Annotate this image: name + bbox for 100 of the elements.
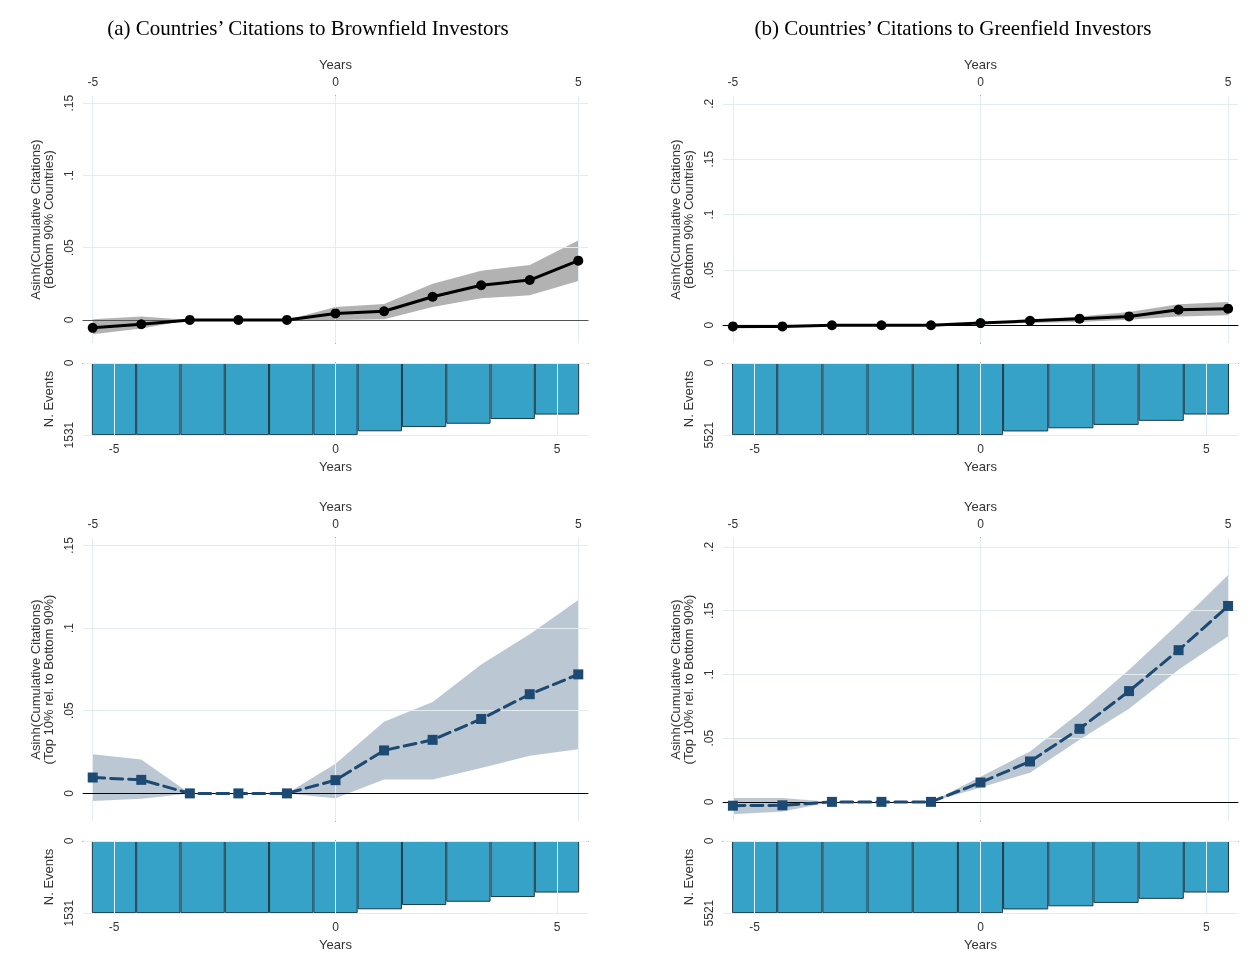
point <box>87 322 98 333</box>
point <box>975 318 986 329</box>
y-axis-title: N. Events <box>681 370 697 428</box>
y-axis-title: N. Events <box>41 848 57 906</box>
point <box>727 321 738 332</box>
point <box>1223 600 1234 611</box>
x-tick-label: -5 <box>749 442 761 457</box>
x-tick-label: 5 <box>1203 442 1211 457</box>
y-tick-label: 0 <box>62 316 76 324</box>
y-tick-label: 0 <box>702 321 716 329</box>
x-tick-label: 5 <box>574 75 582 89</box>
point <box>1173 304 1184 315</box>
x-axis-title: Years <box>319 937 353 952</box>
point <box>136 774 147 785</box>
y-tick-label: .1 <box>702 669 716 680</box>
x-tick-label: 0 <box>332 442 340 457</box>
y-tick-label: 1531 <box>62 421 76 449</box>
point <box>1025 756 1036 767</box>
x-tick-label: -5 <box>87 75 99 89</box>
point <box>330 308 341 319</box>
x-tick-label: 5 <box>1224 517 1232 531</box>
y-tick-label: .05 <box>702 261 716 279</box>
point <box>233 788 244 799</box>
y-axis-title: N. Events <box>681 848 697 906</box>
point <box>476 280 487 291</box>
chart-title: (b) Countries’ Citations to Greenfield Investors <box>754 15 1152 40</box>
y-tick-label: .05 <box>62 702 76 720</box>
point <box>727 800 738 811</box>
x-tick-label: 0 <box>332 517 340 531</box>
x-axis-title: Years <box>319 499 353 515</box>
y-tick-label: 0 <box>62 837 76 845</box>
x-axis-title: Years <box>964 499 998 515</box>
y-axis-title: Asinh(Cumulative Citations) (Bottom 90% Countries) <box>668 139 697 300</box>
point <box>876 796 887 807</box>
y-tick-label: 0 <box>702 359 716 367</box>
point <box>1124 311 1135 322</box>
x-tick-label: 0 <box>977 517 985 531</box>
chart-title: (a) Countries’ Citations to Brownfield Investors <box>107 15 509 40</box>
point <box>379 745 390 756</box>
y-tick-label: 0 <box>62 359 76 367</box>
x-tick-label: 5 <box>1203 920 1211 935</box>
point <box>233 314 244 325</box>
y-tick-label: .15 <box>702 602 716 620</box>
point <box>281 314 292 325</box>
point <box>184 314 195 325</box>
x-tick-label: 0 <box>977 75 985 89</box>
x-tick-label: 5 <box>1224 75 1232 89</box>
y-tick-label: 5521 <box>702 421 716 449</box>
point <box>136 319 147 330</box>
x-axis-title: Years <box>319 459 353 474</box>
x-tick-label: -5 <box>108 442 120 457</box>
point <box>427 291 438 302</box>
point <box>524 689 535 700</box>
point <box>925 796 936 807</box>
y-tick-label: .05 <box>702 729 716 747</box>
x-tick-label: 5 <box>553 920 561 935</box>
point <box>1124 686 1135 697</box>
y-tick-label: 5521 <box>702 899 716 927</box>
point <box>379 306 390 317</box>
point <box>281 788 292 799</box>
y-tick-label: .1 <box>702 209 716 220</box>
y-tick-label: 0 <box>702 837 716 845</box>
point <box>87 772 98 783</box>
x-tick-label: 0 <box>332 75 340 89</box>
y-tick-label: .1 <box>62 622 76 634</box>
y-tick-label: .1 <box>62 170 76 181</box>
x-tick-label: -5 <box>749 920 761 935</box>
y-tick-label: 1531 <box>62 899 76 927</box>
y-axis-title: Asinh(Cumulative Citations) (Top 10% rel. to Bottom 90%) <box>668 594 697 765</box>
point <box>476 714 487 725</box>
point <box>524 275 535 286</box>
point <box>1074 313 1085 324</box>
point <box>184 788 195 799</box>
y-tick-label: 0 <box>62 789 76 797</box>
y-axis-title: Asinh(Cumulative Citations) (Top 10% rel. to Bottom 90%) <box>28 594 57 765</box>
point <box>573 255 584 266</box>
point <box>1223 303 1234 314</box>
point <box>876 320 887 331</box>
x-tick-label: 0 <box>977 920 985 935</box>
x-axis-title: Years <box>964 937 998 952</box>
x-tick-label: 0 <box>332 920 340 935</box>
x-axis-title: Years <box>319 57 353 73</box>
x-axis-title: Years <box>964 459 998 474</box>
y-tick-label: .2 <box>702 541 716 552</box>
x-tick-label: 0 <box>977 442 985 457</box>
y-tick-label: .15 <box>62 94 76 112</box>
point <box>1074 723 1085 734</box>
point <box>573 669 584 680</box>
x-tick-label: -5 <box>727 517 739 531</box>
y-tick-label: .2 <box>702 98 716 109</box>
x-tick-label: -5 <box>727 75 739 89</box>
x-tick-label: -5 <box>108 920 120 935</box>
point <box>427 734 438 745</box>
x-tick-label: -5 <box>87 517 99 531</box>
point <box>925 320 936 331</box>
point <box>1173 645 1184 656</box>
y-axis-title: Asinh(Cumulative Citations) (Bottom 90% Countries) <box>28 139 57 300</box>
x-axis-title: Years <box>964 57 998 73</box>
y-tick-label: .05 <box>62 239 76 257</box>
y-axis-title: N. Events <box>41 370 57 428</box>
